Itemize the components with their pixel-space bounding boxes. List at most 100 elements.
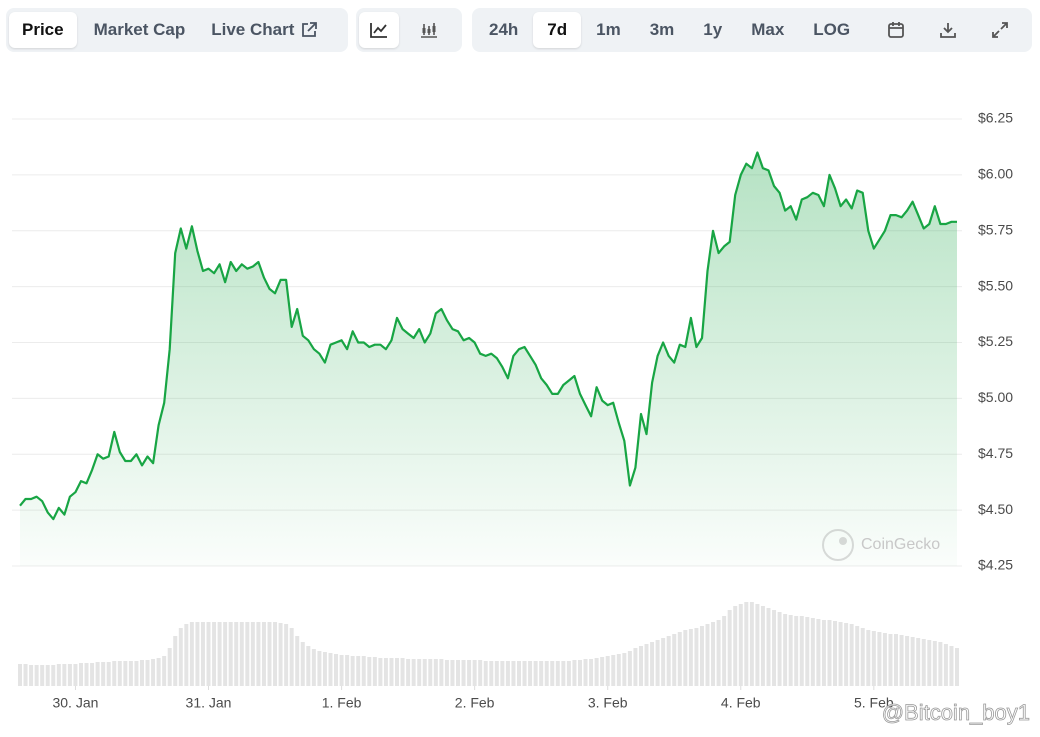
view-tab[interactable]: Price — [9, 12, 77, 48]
volume-bar — [583, 659, 588, 686]
volume-bar — [894, 634, 899, 686]
volume-bar — [367, 657, 372, 686]
view-tabs: Price Market Cap Live Chart — [6, 8, 348, 52]
volume-bar — [788, 615, 793, 686]
volume-bar — [672, 634, 677, 686]
volume-bar — [295, 636, 300, 686]
volume-bar — [372, 657, 377, 686]
range-tab[interactable]: Max — [751, 20, 785, 39]
price-area — [20, 152, 957, 566]
volume-bar — [877, 632, 882, 686]
volume-bar — [73, 664, 78, 686]
y-tick-label: $4.50 — [978, 501, 1013, 517]
volume-bar — [289, 628, 294, 686]
download-button[interactable] — [928, 12, 968, 48]
volume-bar — [45, 665, 50, 686]
volume-bar — [594, 658, 599, 686]
volume-bar — [516, 661, 521, 686]
calendar-button[interactable] — [876, 12, 916, 48]
volume-bar — [417, 659, 422, 686]
volume-bar — [317, 651, 322, 686]
candle-chart-button[interactable] — [409, 12, 449, 48]
volume-bar — [450, 660, 455, 686]
fullscreen-button[interactable] — [980, 12, 1020, 48]
range-tab[interactable]: 24h — [489, 20, 519, 39]
volume-bar — [522, 661, 527, 686]
view-tab[interactable]: Market Cap — [81, 12, 199, 48]
volume-bar — [899, 635, 904, 686]
volume-bar — [539, 661, 544, 686]
volume-bar — [206, 622, 211, 686]
volume-bar — [444, 660, 449, 686]
volume-bar — [566, 661, 571, 686]
volume-bar — [600, 657, 605, 686]
volume-bar — [760, 606, 765, 686]
volume-bar — [661, 638, 666, 686]
volume-bar — [572, 660, 577, 686]
external-link-icon — [302, 22, 318, 37]
volume-bar — [395, 658, 400, 686]
volume-bar — [306, 646, 311, 686]
volume-bar — [128, 661, 133, 686]
volume-bar — [328, 653, 333, 686]
volume-bar — [932, 641, 937, 686]
volume-bar — [683, 630, 688, 686]
volume-bar — [816, 619, 821, 686]
y-tick-label: $4.75 — [978, 445, 1013, 461]
volume-bar — [716, 620, 721, 686]
view-tab-label: Market Cap — [93, 20, 186, 39]
volume-bar — [267, 622, 272, 686]
volume-bar — [494, 661, 499, 686]
volume-bar — [860, 628, 865, 686]
volume-bar — [456, 660, 461, 686]
volume-bar — [955, 648, 959, 686]
volume-bar — [383, 658, 388, 686]
chart-style-tabs — [356, 8, 462, 52]
volume-bar — [921, 639, 926, 686]
volume-bar — [799, 616, 804, 686]
volume-bar — [927, 640, 932, 686]
x-tick-label: 3. Feb — [588, 695, 628, 711]
volume-bar — [910, 637, 915, 686]
volume-bar — [478, 660, 483, 686]
volume-bar — [838, 622, 843, 686]
volume-bar — [483, 661, 488, 686]
volume-bar — [245, 622, 250, 686]
volume-bar — [727, 610, 732, 686]
volume-bar — [794, 616, 799, 686]
volume-bar — [234, 622, 239, 686]
range-tab[interactable]: 1y — [703, 20, 723, 39]
volume-bar — [916, 638, 921, 686]
volume-bar — [505, 661, 510, 686]
range-tab[interactable]: 7d — [533, 12, 582, 48]
volume-bar — [56, 664, 61, 686]
range-tab[interactable]: 1m — [596, 20, 621, 39]
volume-bar — [400, 658, 405, 686]
candle-icon — [421, 23, 437, 38]
volume-bar — [805, 617, 810, 686]
watermark: @Bitcoin_boy1 — [882, 700, 1030, 725]
volume-bar — [533, 661, 538, 686]
range-tab[interactable]: 3m — [649, 20, 675, 39]
volume-bar — [311, 649, 316, 686]
volume-bar — [489, 661, 494, 686]
y-tick-label: $6.25 — [978, 110, 1013, 126]
volume-bar — [738, 604, 743, 686]
volume-bar — [688, 629, 693, 686]
volume-bar — [555, 661, 560, 686]
volume-bar — [184, 624, 189, 686]
x-tick-label: 31. Jan — [186, 695, 232, 711]
volume-bar — [167, 648, 172, 686]
line-chart-button[interactable] — [359, 12, 399, 48]
volume-bar — [622, 653, 627, 686]
volume-bar — [544, 661, 549, 686]
x-tick-label: 2. Feb — [455, 695, 495, 711]
volume-bar — [783, 614, 788, 686]
volume-bar — [189, 622, 194, 686]
range-tab[interactable]: LOG — [813, 20, 851, 39]
view-tab-label: Live Chart — [211, 20, 295, 39]
view-tab[interactable]: Live Chart — [198, 12, 331, 48]
x-tick-label: 4. Feb — [721, 695, 761, 711]
volume-bar — [67, 664, 72, 686]
